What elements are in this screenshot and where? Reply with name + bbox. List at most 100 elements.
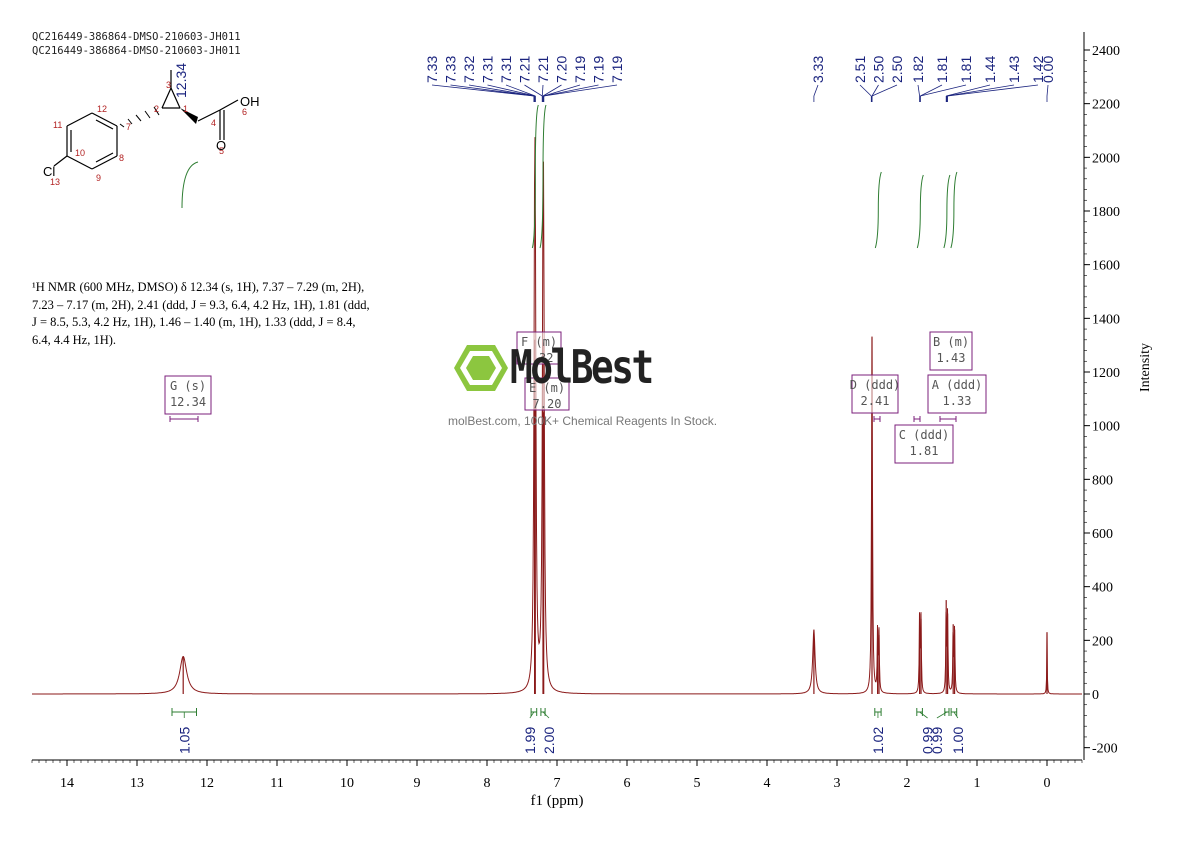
peak-label-leader: [543, 84, 599, 97]
svg-text:2: 2: [154, 104, 159, 114]
y-tick-label: 2400: [1092, 44, 1120, 59]
watermark-brand: MolBest: [510, 340, 654, 394]
x-tick-label: 9: [414, 776, 421, 791]
svg-text:10: 10: [75, 148, 85, 158]
y-tick-label: 1800: [1092, 205, 1120, 220]
peak-label: 2.50: [871, 56, 887, 83]
peak-label: 3.33: [810, 56, 826, 83]
integral-curve: [950, 171, 958, 249]
integral-value: 0.99: [920, 727, 936, 754]
x-tick-label: 7: [554, 776, 561, 791]
peak-label-leader: [871, 84, 879, 97]
peak-label-leader: [920, 84, 967, 97]
cl-label: Cl: [43, 164, 55, 179]
y-tick-label: 1200: [1092, 366, 1120, 381]
multiplet-box: [929, 331, 973, 371]
peak-label-leader: [813, 84, 819, 97]
peak-label-leader: [450, 84, 534, 97]
y-tick-label: 2000: [1092, 151, 1120, 166]
x-tick-label: 5: [694, 776, 701, 791]
svg-text:1: 1: [183, 104, 188, 114]
peak-label: 1.43: [1006, 56, 1022, 83]
multiplet-shift: 1.33: [943, 394, 972, 408]
x-axis-label: f1 (ppm): [531, 793, 584, 809]
multiplet-box: [524, 377, 570, 411]
peak-label: 7.33: [443, 56, 459, 83]
y-tick-label: -200: [1092, 742, 1118, 757]
peak-label: 7.21: [517, 56, 533, 83]
spectrum-line: [32, 137, 1082, 695]
x-tick-label: 1: [974, 776, 981, 791]
integral-curve: [531, 104, 539, 249]
peak-label: 1.44: [982, 56, 998, 83]
multiplet-label: D (ddd): [850, 378, 901, 392]
x-tick-label: 13: [130, 776, 144, 791]
nmr-line-2: 7.23 – 7.17 (m, 2H), 2.41 (ddd, J = 9.3,…: [32, 297, 370, 312]
peak-label: 7.19: [572, 56, 588, 83]
peak-label-leader: [871, 84, 898, 97]
x-tick-label: 4: [764, 776, 771, 791]
integral-value: 1.05: [176, 727, 192, 754]
y-tick-label: 2200: [1092, 98, 1120, 113]
nmr-line-1: ¹H NMR (600 MHz, DMSO) δ 12.34 (s, 1H), …: [32, 280, 365, 294]
multiplet-label: E (m): [529, 381, 565, 395]
integral-leader: [529, 711, 535, 719]
peak-label: 7.32: [461, 56, 477, 83]
peak-label: 7.31: [498, 56, 514, 83]
peak-label: 12.34: [173, 63, 189, 98]
integral-leader: [919, 711, 928, 719]
y-tick-label: 1600: [1092, 259, 1120, 274]
peak-label-leader: [542, 84, 562, 97]
y-axis-label: Intensity: [1138, 343, 1153, 392]
molbest-logo-icon: [454, 345, 508, 391]
peak-label-leader: [1046, 84, 1049, 97]
watermark-tagline: molBest.com, 100K+ Chemical Reagents In …: [448, 414, 718, 428]
peak-label-leader: [431, 84, 534, 97]
peak-label: 7.33: [424, 56, 440, 83]
sample-id-1: QC216449-386864-DMSO-210603-JH011: [32, 31, 241, 43]
multiplet-shift: 1.81: [910, 444, 939, 458]
svg-text:12: 12: [97, 104, 107, 114]
peak-label-leader: [543, 84, 581, 97]
integral-value: 1.00: [950, 727, 966, 754]
peak-label: 7.19: [591, 56, 607, 83]
x-tick-label: 11: [270, 776, 283, 791]
oh-label: OH: [240, 94, 260, 109]
nmr-line-3: J = 8.5, 5.3, 4.2 Hz, 1H), 1.46 – 1.40 (…: [32, 315, 356, 329]
integral-curve: [874, 171, 882, 249]
nmr-description: ¹H NMR (600 MHz, DMSO) δ 12.34 (s, 1H), …: [32, 279, 422, 349]
peak-label: 1.42: [1030, 56, 1046, 83]
peak-label-leader: [947, 84, 1039, 97]
multiplet-box: [894, 424, 954, 464]
integral-leader: [542, 711, 550, 719]
x-tick-label: 10: [340, 776, 354, 791]
integral-value: 1.02: [870, 727, 886, 754]
integral-curve: [943, 174, 951, 249]
svg-text:8: 8: [119, 153, 124, 163]
multiplet-box: [927, 374, 987, 414]
multiplet-label: G (s): [170, 379, 206, 393]
integral-curve: [539, 104, 547, 249]
peak-label: 2.51: [852, 56, 868, 83]
peak-label: 0.00: [1040, 56, 1056, 83]
integral-leader: [953, 711, 959, 719]
integral-leader: [936, 711, 948, 719]
multiplet-box: [516, 331, 562, 365]
peak-label-leader: [859, 84, 872, 97]
o-label: O: [216, 138, 226, 153]
multiplet-box: [164, 375, 212, 415]
multiplet-shift: 7.20: [533, 397, 562, 411]
peak-label-leader: [524, 84, 543, 97]
multiplet-shift: 1.43: [937, 351, 966, 365]
peak-label-leader: [541, 84, 544, 97]
peak-label-leader: [487, 84, 536, 97]
y-tick-label: 0: [1092, 688, 1099, 703]
y-tick-label: 400: [1092, 581, 1113, 596]
peak-label-leader: [920, 84, 943, 97]
x-tick-label: 6: [624, 776, 631, 791]
svg-text:5: 5: [219, 146, 224, 156]
multiplet-box: [851, 374, 899, 414]
peak-label: 1.81: [958, 56, 974, 83]
